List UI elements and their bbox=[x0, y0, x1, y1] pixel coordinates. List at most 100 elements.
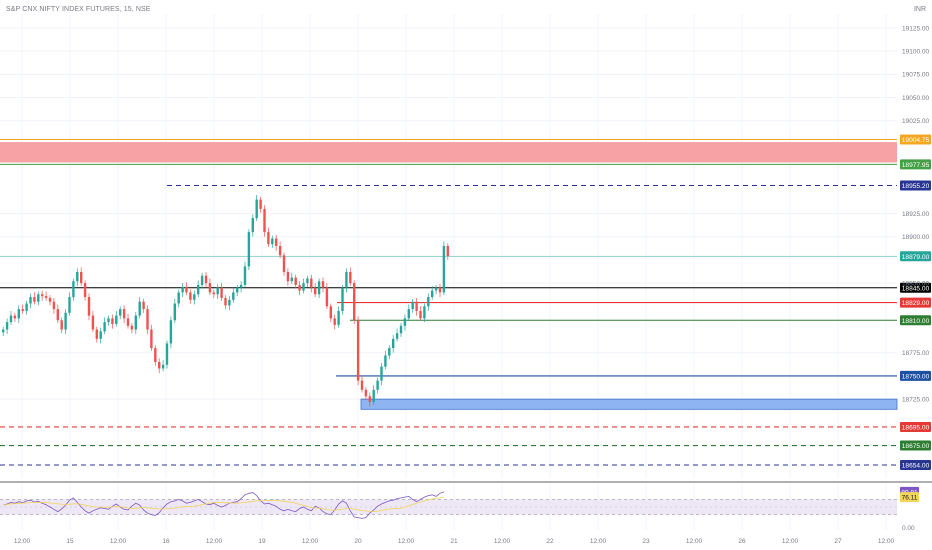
level-price-tag bbox=[900, 421, 931, 432]
candle-body bbox=[259, 199, 262, 209]
candles-layer bbox=[2, 194, 449, 407]
candle-body bbox=[95, 329, 98, 339]
candle-body bbox=[392, 338, 395, 349]
candle-body bbox=[286, 271, 290, 282]
candle-body bbox=[197, 284, 200, 295]
candle-body bbox=[68, 297, 71, 313]
candle-body bbox=[185, 286, 188, 293]
price-tick-label: 19125.00 bbox=[902, 25, 929, 32]
candle-body bbox=[243, 266, 247, 285]
candle-body bbox=[353, 283, 356, 321]
candle-body bbox=[204, 275, 208, 284]
candle-body bbox=[306, 278, 309, 284]
candle-body bbox=[415, 301, 418, 311]
level-price-tag bbox=[900, 282, 931, 293]
candle-body bbox=[384, 355, 387, 367]
candle-body bbox=[411, 301, 414, 310]
candle-body bbox=[294, 277, 297, 285]
level-price-tag bbox=[900, 297, 931, 308]
price-tick-label: 18775.00 bbox=[902, 350, 929, 357]
candle-body bbox=[177, 292, 180, 304]
price-axis[interactable]: 19004.75 18977.95 18955.20 18879.00 18845.00… bbox=[900, 25, 931, 471]
rsi-ma-line bbox=[3, 496, 444, 513]
candle-body bbox=[232, 292, 235, 300]
candle-body bbox=[434, 287, 438, 291]
time-tick-label: 12:00 bbox=[398, 538, 415, 545]
level-price-label: 19004.75 bbox=[902, 137, 930, 144]
candle-body bbox=[302, 283, 305, 291]
level-price-tag bbox=[900, 440, 931, 451]
candle-body bbox=[161, 364, 165, 369]
candle-body bbox=[33, 297, 36, 302]
candle-body bbox=[122, 309, 126, 319]
candle-body bbox=[48, 297, 52, 302]
currency-label: INR bbox=[913, 6, 926, 13]
candle-body bbox=[224, 297, 227, 306]
level-price-label: 18695.00 bbox=[902, 425, 930, 432]
candle-body bbox=[64, 312, 67, 330]
candle-body bbox=[388, 348, 391, 356]
level-price-tag bbox=[900, 315, 931, 326]
candle-body bbox=[333, 318, 336, 325]
time-tick-label: 22 bbox=[546, 538, 554, 545]
price-tick-label: 19075.00 bbox=[902, 72, 929, 79]
candle-body bbox=[91, 315, 95, 330]
candle-body bbox=[41, 294, 44, 297]
time-tick-label: 27 bbox=[834, 538, 842, 545]
chart-grid bbox=[0, 14, 897, 530]
levels-layer bbox=[0, 138, 897, 466]
candle-body bbox=[181, 286, 184, 293]
time-tick-label: 19 bbox=[258, 538, 266, 545]
candle-body bbox=[251, 218, 254, 233]
rsi-pane: 89.8176.110.00 bbox=[0, 481, 932, 532]
exchange-label: NSE bbox=[135, 6, 151, 13]
level-price-tag bbox=[900, 134, 931, 145]
time-tick-label: 23 bbox=[642, 538, 650, 545]
candle-body bbox=[446, 246, 449, 257]
level-price-label: 18654.00 bbox=[902, 463, 930, 470]
time-tick-label: 12:00 bbox=[302, 538, 319, 545]
candle-body bbox=[321, 281, 325, 288]
candle-body bbox=[111, 318, 114, 324]
candle-body bbox=[29, 297, 32, 304]
candle-body bbox=[419, 310, 422, 319]
candle-body bbox=[263, 208, 266, 233]
price-tick-label: 18900.00 bbox=[902, 234, 929, 241]
candle-body bbox=[364, 389, 368, 397]
candle-body bbox=[13, 315, 17, 319]
candle-body bbox=[169, 320, 173, 344]
time-axis[interactable]: 12:00 15 12:00 16 12:00 19 12:00 20 12:00 21 12:00… bbox=[14, 538, 895, 545]
time-tick-label: 12:00 bbox=[110, 538, 127, 545]
candle-body bbox=[290, 277, 293, 282]
candle-body bbox=[115, 315, 118, 324]
candle-body bbox=[228, 299, 231, 306]
candle-body bbox=[395, 333, 399, 339]
time-tick-label: 12:00 bbox=[14, 538, 31, 545]
candle-body bbox=[298, 284, 301, 291]
candle-body bbox=[278, 246, 282, 256]
candle-body bbox=[83, 283, 87, 298]
candle-body bbox=[103, 322, 106, 332]
candle-body bbox=[76, 271, 79, 282]
candle-body bbox=[337, 310, 340, 325]
level-price-label: 18750.00 bbox=[902, 374, 930, 381]
candle-body bbox=[2, 329, 5, 333]
candle-body bbox=[399, 325, 403, 334]
candle-body bbox=[44, 296, 48, 298]
price-tick-label: 18925.00 bbox=[902, 211, 929, 218]
candle-body bbox=[158, 362, 161, 369]
time-tick-label: 26 bbox=[738, 538, 746, 545]
time-tick-label: 20 bbox=[354, 538, 362, 545]
level-price-tag bbox=[900, 460, 931, 471]
candle-body bbox=[173, 303, 176, 321]
candle-body bbox=[275, 238, 278, 246]
rsi-ma-label: 76.11 bbox=[902, 495, 918, 502]
chart-header: S&P CNX NIFTY INDEX FUTURES, 15, NSE bbox=[6, 6, 151, 13]
time-tick-label: 12:00 bbox=[686, 538, 703, 545]
candle-body bbox=[356, 320, 360, 381]
rsi-line bbox=[3, 491, 445, 519]
candle-body bbox=[25, 303, 28, 311]
candle-body bbox=[130, 325, 134, 330]
candle-body bbox=[87, 297, 91, 316]
